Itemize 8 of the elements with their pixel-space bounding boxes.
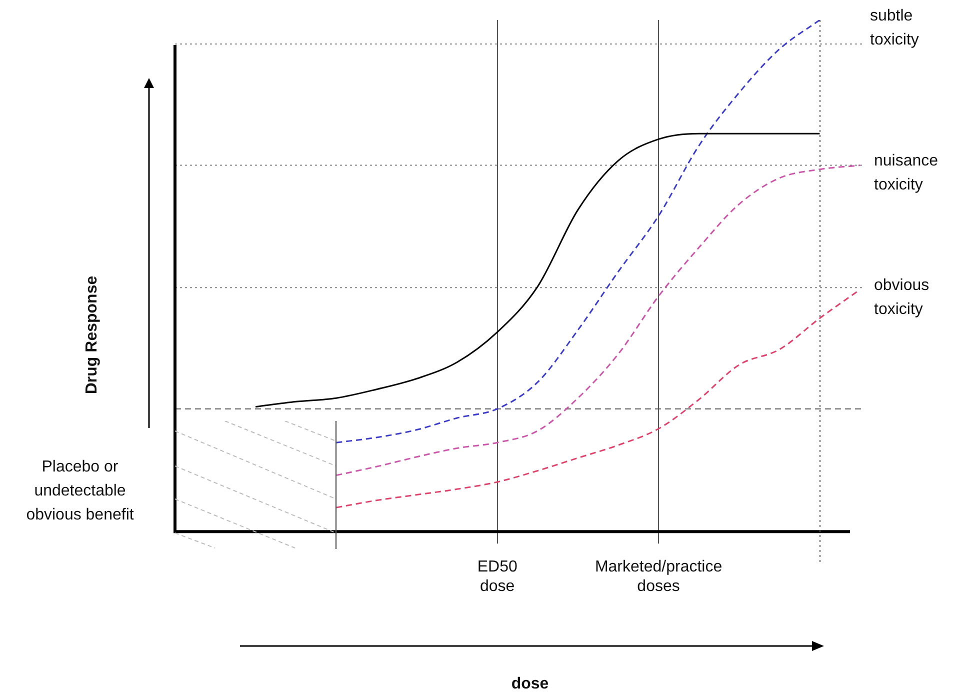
series-label: nuisance toxicity — [874, 152, 938, 194]
y-axis-title: Drug Response — [83, 276, 100, 394]
text: Placebo or undetectable obvious benefit — [26, 458, 134, 524]
x-tick-label: ED50 dose — [477, 558, 518, 595]
text: dose — [511, 675, 549, 692]
text: subtle toxicity — [870, 7, 919, 48]
x-tick-label: Marketed/practice doses — [594, 558, 722, 595]
series-label: obvious toxicity — [874, 277, 930, 318]
